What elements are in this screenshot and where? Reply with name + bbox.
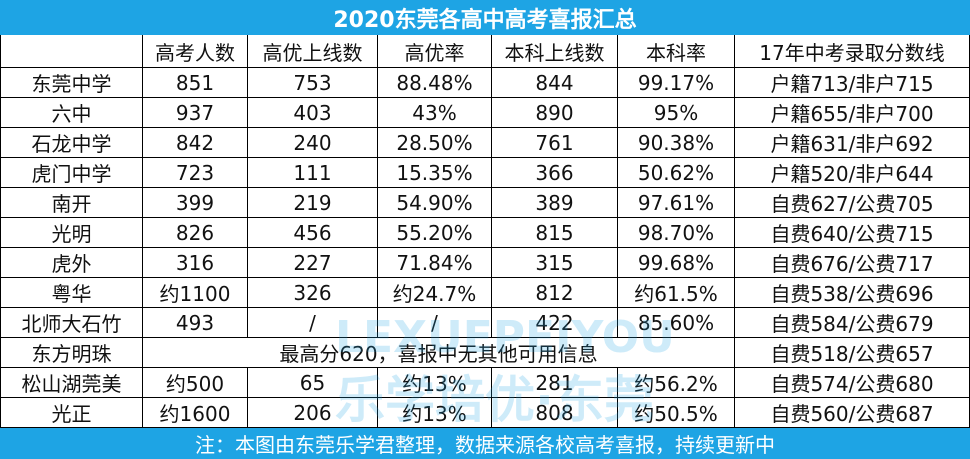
- table-cell: 自费538/公费696: [735, 278, 970, 308]
- table-cell: 自费574/公费680: [735, 368, 970, 398]
- header-cell: 高考人数: [143, 35, 248, 68]
- table-cell: 自费584/公费679: [735, 308, 970, 338]
- row-label: 虎门中学: [0, 158, 143, 188]
- table-cell: 54.90%: [378, 188, 492, 218]
- table-cell: 户籍655/非户700: [735, 98, 970, 128]
- header-cell: 本科率: [618, 35, 735, 68]
- table-cell: 890: [492, 98, 618, 128]
- table-cell: 约1600: [143, 398, 248, 428]
- row-label: 光明: [0, 218, 143, 248]
- table-cell: 自费560/公费687: [735, 398, 970, 428]
- watermark-latin: LEXUEPEIYOU: [335, 312, 675, 363]
- table-cell: 95%: [618, 98, 735, 128]
- row-label: 东莞中学: [0, 68, 143, 98]
- table-cell: 240: [248, 128, 378, 158]
- table-cell: 约50.5%: [618, 398, 735, 428]
- table-cell: 自费518/公费657: [735, 338, 970, 368]
- row-label: 光正: [0, 398, 143, 428]
- table-cell: 315: [492, 248, 618, 278]
- table-cell: 约13%: [378, 398, 492, 428]
- table-cell: 826: [143, 218, 248, 248]
- merged-cell: 最高分620，喜报中无其他可用信息: [143, 338, 735, 368]
- table-cell: 366: [492, 158, 618, 188]
- table-cell: 88.48%: [378, 68, 492, 98]
- table-cell: 808: [492, 398, 618, 428]
- table-cell: 约1100: [143, 278, 248, 308]
- table-cell: 227: [248, 248, 378, 278]
- table-cell: 493: [143, 308, 248, 338]
- title-bar: 2020东莞各高中高考喜报汇总: [0, 0, 970, 35]
- table-cell: 约56.2%: [618, 368, 735, 398]
- table-cell: 316: [143, 248, 248, 278]
- table-cell: 自费676/公费717: [735, 248, 970, 278]
- table-cell: 326: [248, 278, 378, 308]
- table-cell: 753: [248, 68, 378, 98]
- table-cell: 自费627/公费705: [735, 188, 970, 218]
- row-label: 南开: [0, 188, 143, 218]
- table-cell: 389: [492, 188, 618, 218]
- table-cell: 约61.5%: [618, 278, 735, 308]
- table-cell: 98.70%: [618, 218, 735, 248]
- row-label: 东方明珠: [0, 338, 143, 368]
- table-cell: 111: [248, 158, 378, 188]
- table-cell: 206: [248, 398, 378, 428]
- table-cell: 937: [143, 98, 248, 128]
- table-cell: 403: [248, 98, 378, 128]
- table-cell: 15.35%: [378, 158, 492, 188]
- row-label: 北师大石竹: [0, 308, 143, 338]
- header-cell: 高优上线数: [248, 35, 378, 68]
- table-cell: 28.50%: [378, 128, 492, 158]
- table-cell: 812: [492, 278, 618, 308]
- table-cell: 55.20%: [378, 218, 492, 248]
- table-cell: 71.84%: [378, 248, 492, 278]
- table-cell: 842: [143, 128, 248, 158]
- table-cell: 99.68%: [618, 248, 735, 278]
- table-cell: 844: [492, 68, 618, 98]
- header-cell: 17年中考录取分数线: [735, 35, 970, 68]
- row-label: 松山湖莞美: [0, 368, 143, 398]
- table-cell: /: [248, 308, 378, 338]
- table-cell: 851: [143, 68, 248, 98]
- table-cell: 约13%: [378, 368, 492, 398]
- table-cell: 65: [248, 368, 378, 398]
- table-cell: 约500: [143, 368, 248, 398]
- row-label: 虎外: [0, 248, 143, 278]
- table-cell: 自费640/公费715: [735, 218, 970, 248]
- header-corner: [0, 35, 143, 68]
- footer-bar: 注：本图由东莞乐学君整理，数据来源各校高考喜报，持续更新中: [0, 428, 970, 459]
- table-cell: 户籍631/非户692: [735, 128, 970, 158]
- row-label: 六中: [0, 98, 143, 128]
- table-cell: 219: [248, 188, 378, 218]
- table-cell: 761: [492, 128, 618, 158]
- table-cell: 约24.7%: [378, 278, 492, 308]
- table-cell: 85.60%: [618, 308, 735, 338]
- table-cell: 户籍520/非户644: [735, 158, 970, 188]
- table-cell: 90.38%: [618, 128, 735, 158]
- table-cell: 43%: [378, 98, 492, 128]
- table-cell: 815: [492, 218, 618, 248]
- row-label: 石龙中学: [0, 128, 143, 158]
- table-cell: 50.62%: [618, 158, 735, 188]
- table-cell: 户籍713/非户715: [735, 68, 970, 98]
- header-cell: 本科上线数: [492, 35, 618, 68]
- table-cell: 97.61%: [618, 188, 735, 218]
- table-cell: 99.17%: [618, 68, 735, 98]
- table-cell: 456: [248, 218, 378, 248]
- watermark-chinese: 乐学培优·东莞: [335, 371, 654, 429]
- row-label: 粤华: [0, 278, 143, 308]
- table-cell: /: [378, 308, 492, 338]
- table-cell: 422: [492, 308, 618, 338]
- table-cell: 723: [143, 158, 248, 188]
- header-cell: 高优率: [378, 35, 492, 68]
- table-cell: 399: [143, 188, 248, 218]
- table-cell: 281: [492, 368, 618, 398]
